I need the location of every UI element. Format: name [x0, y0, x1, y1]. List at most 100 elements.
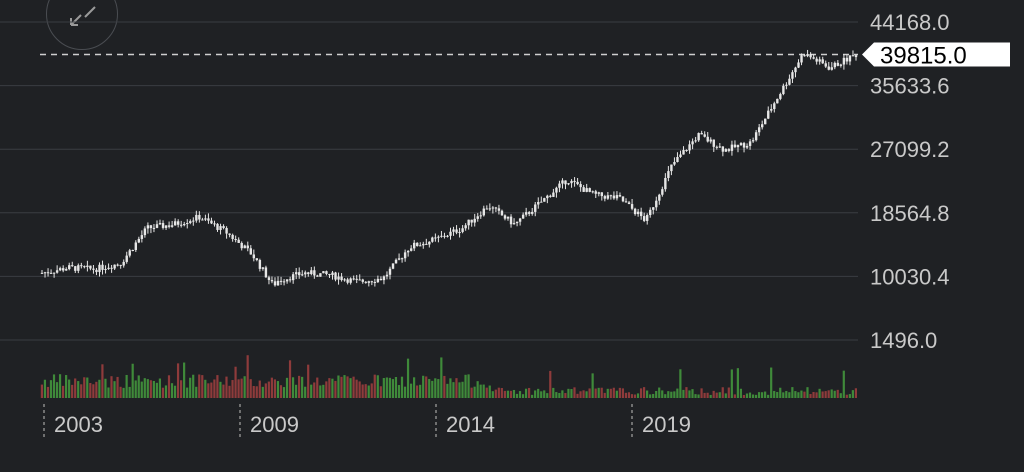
candle-body: [839, 64, 843, 66]
candle-body: [824, 63, 827, 67]
candle-body: [316, 275, 319, 277]
candle-body: [240, 242, 243, 249]
volume-bar: [724, 393, 727, 398]
candle-body: [546, 195, 549, 199]
volume-bar: [361, 384, 364, 398]
candle-body: [155, 224, 159, 228]
volume-bar: [446, 383, 449, 398]
candle-body: [173, 221, 177, 226]
candle-body: [836, 62, 840, 66]
volume-bar: [821, 391, 824, 398]
volume-bar: [367, 385, 370, 398]
candle-body: [585, 188, 588, 192]
candle-body: [652, 207, 655, 210]
candle-body: [440, 235, 443, 237]
candle-body: [328, 274, 331, 276]
candle-body: [543, 198, 546, 202]
volume-bar: [331, 378, 334, 398]
candle-body: [391, 263, 395, 269]
candle-body: [246, 245, 249, 249]
x-tick-label: 2009: [250, 412, 299, 437]
volume-bar: [552, 387, 555, 398]
candle-body: [567, 183, 570, 185]
volume-bar: [760, 392, 764, 398]
candle-body: [249, 248, 252, 255]
volume-bar: [479, 384, 482, 398]
candle-body: [128, 250, 131, 256]
volume-bar: [537, 388, 540, 398]
candle-body: [521, 214, 525, 219]
candle-body: [189, 221, 192, 223]
candle-body: [52, 272, 56, 274]
volume-bar: [183, 362, 186, 398]
volume-bar: [639, 388, 643, 398]
volume-bar: [107, 387, 110, 398]
x-tick-label: 2003: [54, 412, 103, 437]
y-tick-label: 1496.0: [870, 328, 937, 353]
volume-bar: [667, 391, 670, 398]
candle-body: [337, 276, 340, 280]
volume-bar: [143, 378, 146, 398]
candle-body: [143, 228, 147, 236]
candle-body: [113, 264, 116, 269]
candle-body: [667, 171, 670, 178]
volume-bar: [346, 376, 349, 398]
candle-body: [727, 149, 731, 151]
volume-bar: [706, 392, 709, 398]
candle-body: [243, 245, 246, 249]
candle-body: [615, 195, 619, 199]
volume-bar: [125, 374, 128, 398]
volume-bar: [413, 377, 416, 398]
candle-body: [134, 242, 138, 250]
candle-body: [573, 180, 576, 182]
volume-bar: [524, 388, 528, 398]
candle-body: [676, 157, 679, 162]
candle-body: [506, 216, 510, 219]
volume-bar: [491, 391, 494, 398]
volume-bar: [794, 391, 797, 398]
volume-bar: [249, 379, 252, 398]
candle-body: [201, 219, 204, 221]
volume-bar: [89, 382, 92, 398]
candle-body: [61, 268, 65, 271]
volume-bar: [394, 376, 398, 398]
candle-body: [298, 272, 301, 276]
candle-body: [473, 218, 476, 223]
y-tick-label: 27099.2: [870, 137, 950, 162]
candle-body: [213, 223, 216, 225]
candle-body: [612, 195, 616, 199]
candle-body: [406, 250, 410, 253]
volume-bar: [576, 393, 579, 398]
candle-body: [630, 204, 634, 209]
volume-bar: [322, 384, 325, 398]
candle-body: [691, 141, 694, 145]
candle-body: [597, 192, 600, 194]
volume-bar: [276, 381, 280, 398]
volume-bar: [851, 390, 854, 398]
volume-bar: [836, 389, 839, 398]
candle-body: [842, 57, 846, 65]
volume-bar: [558, 392, 561, 398]
candle-body: [821, 59, 824, 64]
volume-bar: [582, 390, 585, 398]
volume-bar: [797, 392, 800, 398]
volume-bar: [370, 383, 373, 398]
volume-bar: [742, 394, 746, 398]
candle-body: [434, 237, 437, 239]
volume-bar: [40, 384, 43, 398]
candle-body: [794, 67, 797, 73]
volume-bar: [700, 388, 703, 398]
candle-body: [685, 150, 688, 152]
volume-bar: [140, 381, 143, 398]
candle-body: [549, 195, 552, 197]
candle-body: [216, 223, 219, 230]
candle-body: [845, 57, 849, 62]
volume-bar: [476, 381, 479, 398]
candle-body: [603, 196, 607, 199]
candle-body: [98, 264, 101, 273]
candle-body: [198, 214, 201, 220]
candle-body: [558, 183, 561, 188]
candle-body: [83, 266, 86, 268]
volume-bar: [255, 386, 258, 398]
candle-body: [664, 177, 667, 190]
